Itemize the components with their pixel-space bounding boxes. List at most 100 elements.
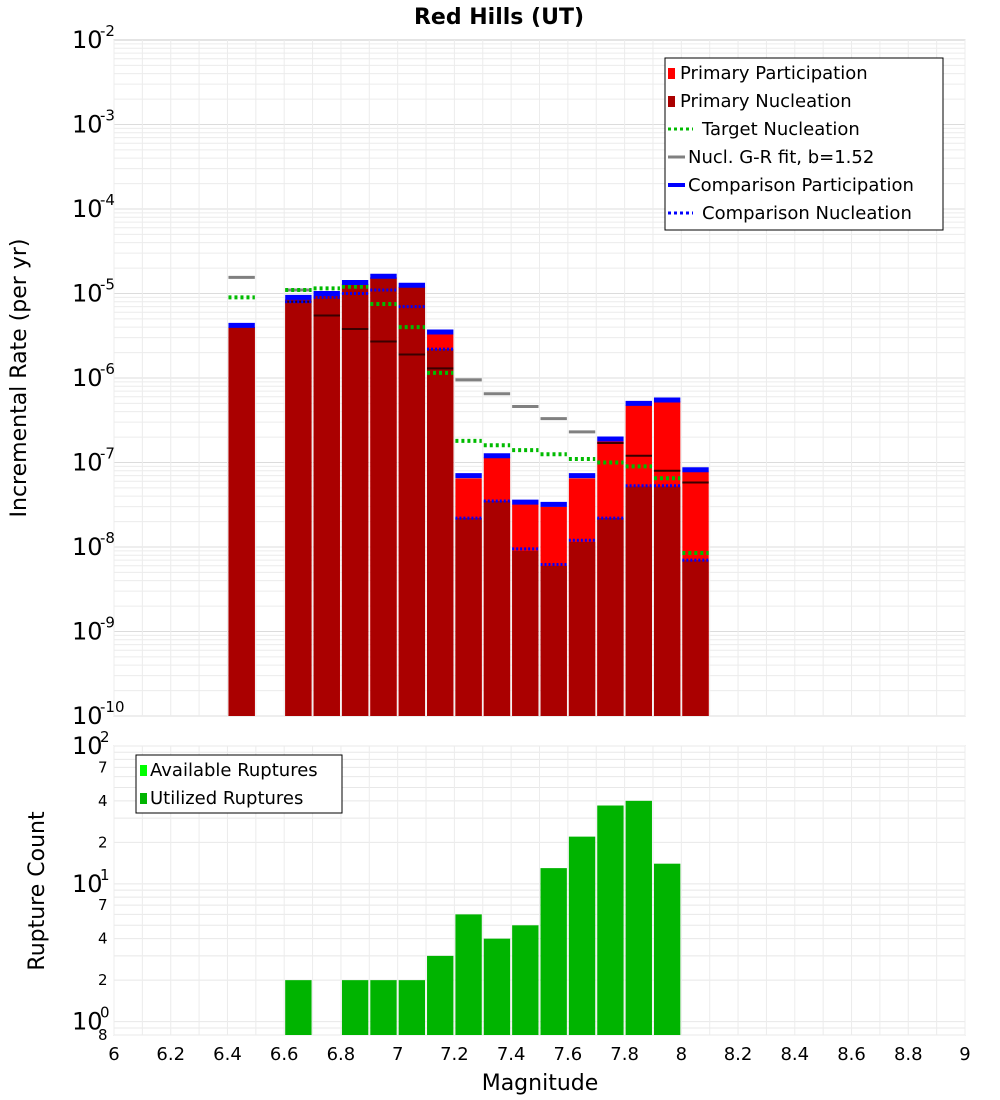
x-tick-label: 6.8 xyxy=(327,1044,356,1065)
x-tick-label: 6.2 xyxy=(156,1044,185,1065)
x-tick-label: 7.8 xyxy=(610,1044,639,1065)
primary-nucleation-bar xyxy=(341,283,369,716)
y-tick-label: 10 xyxy=(72,533,103,561)
legend-swatch xyxy=(140,793,147,804)
y-tick-label: 10 xyxy=(72,870,103,898)
x-tick-label: 8.4 xyxy=(780,1044,809,1065)
legend-entry-label: Target Nucleation xyxy=(701,119,860,140)
primary-nucleation-bar xyxy=(228,327,255,716)
y-tick-exponent: -2 xyxy=(100,22,115,40)
primary-nucleation-bar xyxy=(625,486,652,716)
legend-swatch xyxy=(140,765,147,776)
primary-nucleation-bar xyxy=(427,349,454,716)
utilized-ruptures-bar xyxy=(427,955,454,1035)
legend-box xyxy=(664,57,944,231)
primary-nucleation-bar xyxy=(398,286,426,716)
x-tick-label: 6 xyxy=(108,1044,119,1065)
rate-plot-y-label: Incremental Rate (per yr) xyxy=(7,239,32,518)
utilized-ruptures-bar xyxy=(625,800,652,1035)
x-tick-label: 6.6 xyxy=(270,1044,299,1065)
legend-entry-label: Comparison Participation xyxy=(688,175,914,196)
y-tick-label: 10 xyxy=(72,618,103,646)
rupture-count-x-ticks: 6 6.2 6.4 6.6 6.8 7 7.2 7.4 7.6 7.8 8 8.2 8.4 8.6 8.8 9 xyxy=(108,1044,970,1065)
primary-nucleation-bar xyxy=(483,501,511,716)
y-tick-label: 7 xyxy=(98,758,108,776)
chart-title: Red Hills (UT) xyxy=(414,5,584,30)
primary-nucleation-bar xyxy=(653,486,681,716)
y-tick-exponent: -4 xyxy=(100,191,115,209)
primary-nucleation-bar xyxy=(682,560,709,716)
utilized-ruptures-bar xyxy=(540,868,567,1035)
rate-plot-lines xyxy=(228,273,709,567)
legend-entry-label: Available Ruptures xyxy=(150,760,318,781)
x-tick-label: 7 xyxy=(392,1044,403,1065)
y-tick-label: 10 xyxy=(72,26,103,54)
x-tick-label: 7.6 xyxy=(554,1044,583,1065)
x-tick-label: 7.2 xyxy=(440,1044,469,1065)
y-tick-label: 10 xyxy=(72,195,103,223)
y-tick-label: 7 xyxy=(98,896,108,914)
primary-nucleation-bar xyxy=(313,295,340,716)
y-tick-label: 10 xyxy=(72,280,103,308)
y-tick-label: 4 xyxy=(98,930,108,948)
y-tick-exponent: -10 xyxy=(100,698,125,716)
utilized-ruptures-bar xyxy=(455,914,482,1035)
utilized-ruptures-bar xyxy=(341,980,369,1035)
y-tick-exponent: -3 xyxy=(100,107,115,125)
utilized-ruptures-bar xyxy=(512,925,539,1035)
legend-swatch xyxy=(668,68,675,79)
x-tick-label: 8.2 xyxy=(724,1044,753,1065)
primary-nucleation-bar xyxy=(370,277,397,716)
y-tick-exponent: -7 xyxy=(100,445,115,463)
rate-plot-legend: Primary Participation Primary Nucleation T… xyxy=(664,57,944,231)
primary-nucleation-bar xyxy=(455,518,482,716)
primary-nucleation-bar xyxy=(285,299,312,716)
legend-entry-label: Nucl. G-R fit, b=1.52 xyxy=(688,147,874,168)
y-tick-label: 10 xyxy=(72,1008,103,1036)
y-tick-exponent: -9 xyxy=(100,614,115,632)
legend-entry-label: Primary Nucleation xyxy=(680,91,852,112)
rupture-count-legend: Available Ruptures Utilized Ruptures xyxy=(135,754,343,814)
rupture-count-grid xyxy=(113,745,966,1036)
y-tick-label: 10 xyxy=(72,111,103,139)
y-tick-label: 10 xyxy=(72,364,103,392)
utilized-ruptures-bar xyxy=(568,836,596,1035)
y-tick-exponent: 0 xyxy=(100,1004,110,1022)
legend-entry-label: Primary Participation xyxy=(680,63,868,84)
primary-nucleation-bar xyxy=(512,550,539,716)
primary-nucleation-bar xyxy=(540,565,567,716)
utilized-ruptures-bar xyxy=(398,980,426,1035)
utilized-ruptures-bar xyxy=(483,938,511,1035)
primary-nucleation-bar xyxy=(597,518,624,716)
primary-nucleation-bar xyxy=(568,541,596,716)
legend-box xyxy=(135,754,343,814)
x-tick-label: 9 xyxy=(959,1044,970,1065)
y-tick-exponent: 1 xyxy=(100,866,110,884)
x-tick-label: 7.4 xyxy=(497,1044,526,1065)
y-tick-label: 10 xyxy=(72,449,103,477)
y-tick-exponent: -8 xyxy=(100,529,115,547)
utilized-ruptures-bar xyxy=(653,863,681,1035)
rate-plot-bars xyxy=(228,277,709,716)
utilized-ruptures-bar xyxy=(285,980,312,1035)
x-tick-label: 8 xyxy=(676,1044,687,1065)
y-tick-exponent: 2 xyxy=(100,728,110,746)
legend-swatch xyxy=(668,96,675,107)
x-tick-label: 6.4 xyxy=(213,1044,242,1065)
rupture-count-bars xyxy=(285,800,681,1035)
utilized-ruptures-bar xyxy=(370,980,397,1035)
x-tick-label: 8.6 xyxy=(837,1044,866,1065)
x-tick-label: 8.8 xyxy=(894,1044,923,1065)
y-tick-exponent: -6 xyxy=(100,360,115,378)
y-tick-label: 8 xyxy=(98,1026,108,1044)
y-tick-label: 2 xyxy=(98,971,108,989)
x-axis-label: Magnitude xyxy=(482,1071,599,1096)
legend-entry-label: Utilized Ruptures xyxy=(150,788,303,809)
y-tick-label: 10 xyxy=(72,732,103,760)
y-tick-exponent: -5 xyxy=(100,276,115,294)
y-tick-label: 2 xyxy=(98,833,108,851)
y-tick-label: 10 xyxy=(72,702,103,730)
